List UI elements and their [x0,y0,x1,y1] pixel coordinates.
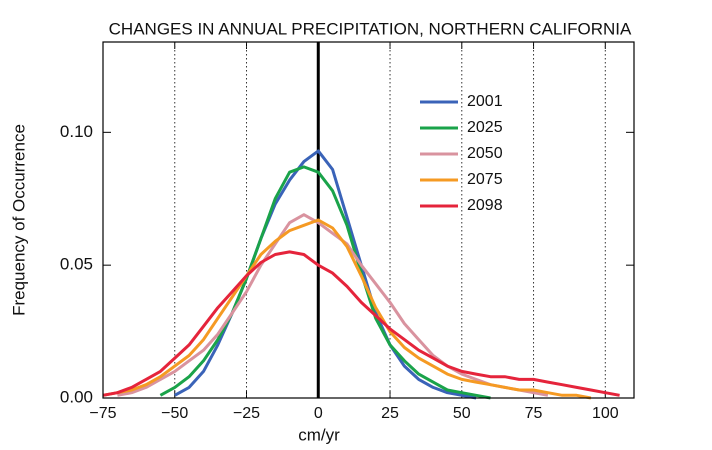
y-axis-label: Frequency of Occurrence [9,124,28,316]
y-tick-label: 0.00 [60,387,93,406]
y-tick-label: 0.10 [60,122,93,141]
legend-label: 2050 [467,145,503,162]
x-tick-label: −75 [89,405,116,422]
series-line [159,165,491,400]
y-tick-label: 0.05 [60,255,93,274]
plot-frame [102,41,635,399]
x-tick-label: −25 [233,405,260,422]
series-line [102,218,592,400]
x-axis-label: cm/yr [298,425,340,444]
chart-title: CHANGES IN ANNUAL PRECIPITATION, NORTHER… [109,19,632,38]
legend-label: 2098 [467,197,503,214]
x-tick-label: −50 [161,405,188,422]
x-tick-label: 25 [381,405,399,422]
series-line [174,149,477,400]
x-tick-label: 0 [314,405,323,422]
legend-label: 2075 [467,171,503,188]
series-line [117,213,549,397]
x-tick-label: 100 [592,405,619,422]
x-tick-label: 50 [453,405,471,422]
x-tick-label: 75 [525,405,543,422]
series-line [102,250,620,397]
legend-label: 2001 [467,93,503,110]
legend-label: 2025 [467,119,503,136]
